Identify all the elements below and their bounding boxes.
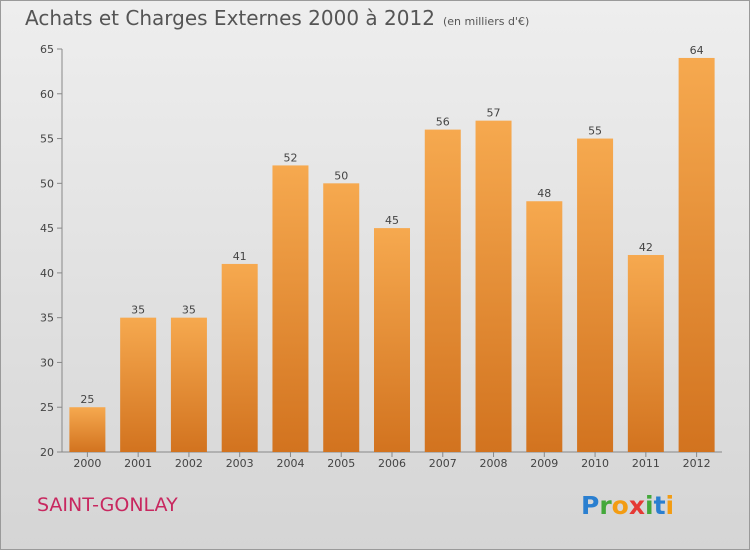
x-tick-label: 2004: [276, 457, 304, 470]
y-tick-label: 20: [40, 446, 54, 459]
x-tick-label: 2001: [124, 457, 152, 470]
x-tick-label: 2009: [530, 457, 558, 470]
x-tick-label: 2010: [581, 457, 609, 470]
x-tick-label: 2003: [226, 457, 254, 470]
x-tick-label: 2012: [683, 457, 711, 470]
y-tick-label: 50: [40, 177, 54, 190]
x-tick-label: 2000: [73, 457, 101, 470]
y-tick-label: 25: [40, 401, 54, 414]
bar: [170, 317, 207, 452]
y-tick-label: 65: [40, 43, 54, 56]
bar-value-label: 42: [639, 241, 653, 254]
y-tick-label: 30: [40, 356, 54, 369]
chart-bars: 25 2000 35 2001 35 2002 41 2003 52 2004 50 2005 45 20…: [69, 44, 715, 470]
bar-value-label: 41: [233, 250, 247, 263]
chart-title-text: Achats et Charges Externes 2000 à 2012: [25, 6, 435, 30]
x-tick-label: 2005: [327, 457, 355, 470]
bar-value-label: 25: [80, 393, 94, 406]
bar: [374, 228, 410, 452]
y-tick-label: 40: [40, 267, 54, 280]
bar: [69, 407, 106, 452]
x-tick-label: 2008: [480, 457, 508, 470]
bar-value-label: 50: [334, 169, 348, 182]
bar: [627, 254, 664, 452]
x-tick-label: 2006: [378, 457, 406, 470]
bar-value-label: 52: [283, 151, 297, 164]
bar-value-label: 64: [690, 44, 704, 57]
x-tick-label: 2011: [632, 457, 660, 470]
y-tick-label: 35: [40, 312, 54, 325]
bar: [272, 165, 309, 452]
bar-value-label: 57: [487, 107, 501, 120]
proxiti-logo: Proxiti: [581, 491, 675, 520]
x-tick-label: 2002: [175, 457, 203, 470]
commune-name: SAINT-GONLAY: [37, 494, 178, 516]
bar-value-label: 55: [588, 125, 602, 138]
bar-value-label: 35: [131, 304, 145, 317]
bar-value-label: 45: [385, 214, 399, 227]
bar: [323, 183, 360, 453]
chart-subtitle: (en milliers d'€): [442, 15, 530, 28]
bar: [577, 138, 614, 453]
bar-value-label: 35: [182, 304, 196, 317]
chart-title: Achats et Charges Externes 2000 à 2012 (e…: [25, 6, 529, 30]
x-tick-label: 2007: [429, 457, 457, 470]
bar: [475, 120, 512, 453]
bar: [221, 263, 258, 452]
y-tick-label: 55: [40, 133, 54, 146]
bar: [424, 129, 461, 452]
bar-value-label: 56: [436, 116, 450, 129]
y-tick-label: 60: [40, 88, 54, 101]
bar: [678, 57, 715, 452]
y-tick-label: 45: [40, 222, 54, 235]
bar: [526, 201, 563, 452]
bar-value-label: 48: [537, 187, 551, 200]
bar: [120, 317, 157, 452]
